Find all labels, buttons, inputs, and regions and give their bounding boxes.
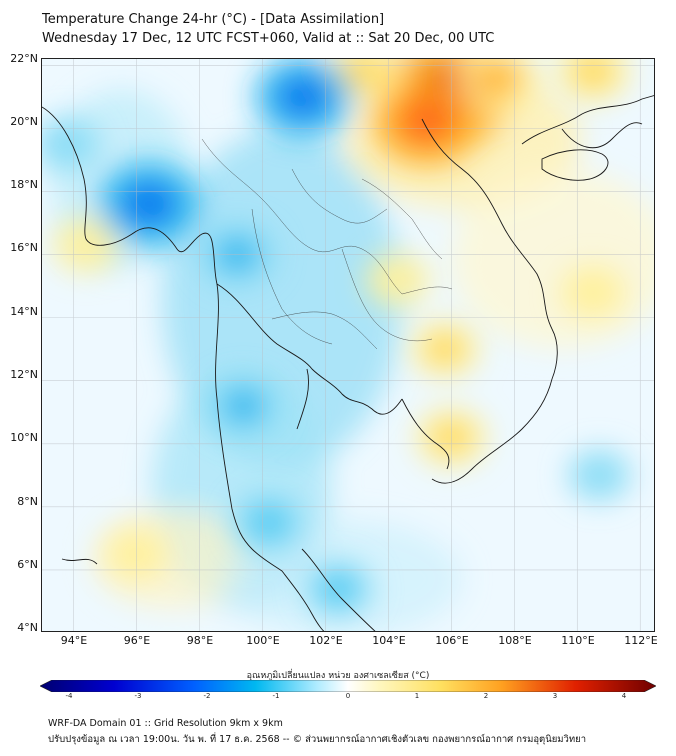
- y-tick-label: 20°N: [10, 115, 38, 128]
- cold-anomaly-core: [223, 389, 264, 423]
- colorbar-tick: -2: [203, 692, 211, 700]
- cold-anomaly-core: [319, 573, 357, 605]
- warm-anomaly-core: [426, 333, 464, 365]
- x-tick-label: 96°E: [123, 634, 151, 647]
- colorbar-tick: 1: [414, 692, 420, 700]
- x-tick-label: 98°E: [186, 634, 214, 647]
- y-tick-label: 22°N: [10, 52, 38, 65]
- colorbar-gradient: [40, 680, 656, 692]
- colorbar-tick: 0: [345, 692, 351, 700]
- colorbar-tick: 4: [621, 692, 627, 700]
- colorbar-tick: 3: [552, 692, 558, 700]
- y-tick-label: 6°N: [17, 558, 38, 571]
- temperature-features: [42, 59, 632, 619]
- x-tick-label: 94°E: [60, 634, 88, 647]
- cold-anomaly-core: [249, 506, 289, 539]
- cold-anomaly-core: [276, 75, 330, 119]
- y-tick-label: 16°N: [10, 241, 38, 254]
- colorbar-tick: -4: [65, 692, 73, 700]
- warm-anomaly-core: [343, 59, 384, 88]
- map-panel: [41, 58, 655, 632]
- warm-anomaly-core: [572, 59, 614, 88]
- warm-anomaly-core: [380, 265, 416, 295]
- colorbar-tick: -3: [134, 692, 142, 700]
- y-tick-label: 8°N: [17, 495, 38, 508]
- x-tick-label: 100°E: [246, 634, 280, 647]
- map-title: Temperature Change 24-hr (°C) - [Data As…: [42, 12, 385, 27]
- colorbar-tick: 2: [483, 692, 489, 700]
- colorbar: [40, 680, 656, 692]
- x-tick-label: 106°E: [435, 634, 469, 647]
- update-credit: ปรับปรุงข้อมูล ณ เวลา 19:00น. วัน พ. ที่…: [48, 734, 587, 745]
- y-tick-label: 18°N: [10, 178, 38, 191]
- map-subtitle: Wednesday 17 Dec, 12 UTC FCST+060, Valid…: [42, 31, 495, 46]
- model-info: WRF-DA Domain 01 :: Grid Resolution 9km …: [48, 718, 283, 729]
- warm-anomaly-core: [575, 278, 611, 307]
- cold-anomaly-core: [121, 181, 177, 227]
- y-tick-label: 4°N: [17, 621, 38, 634]
- x-tick-label: 104°E: [372, 634, 406, 647]
- warm-anomaly-core: [397, 98, 456, 146]
- y-tick-label: 14°N: [10, 305, 38, 318]
- colorbar-tick: -1: [272, 692, 280, 700]
- temperature-map: [42, 59, 654, 631]
- y-tick-label: 10°N: [10, 431, 38, 444]
- x-tick-label: 102°E: [309, 634, 343, 647]
- cold-anomaly-core: [49, 129, 85, 159]
- x-tick-label: 110°E: [561, 634, 595, 647]
- colorbar-label: อุณหภูมิเปลี่ยนแปลง หน่วย องศาเซลเซียส (…: [246, 671, 430, 681]
- warm-anomaly-core: [476, 60, 521, 96]
- province-borders: [201, 138, 453, 350]
- cold-anomaly-core: [582, 461, 617, 490]
- x-tick-label: 108°E: [498, 634, 532, 647]
- y-tick-label: 12°N: [10, 368, 38, 381]
- graticule: [42, 59, 654, 631]
- coastlines: [42, 95, 654, 631]
- warm-anomaly-core: [67, 230, 105, 260]
- x-tick-label: 112°E: [624, 634, 658, 647]
